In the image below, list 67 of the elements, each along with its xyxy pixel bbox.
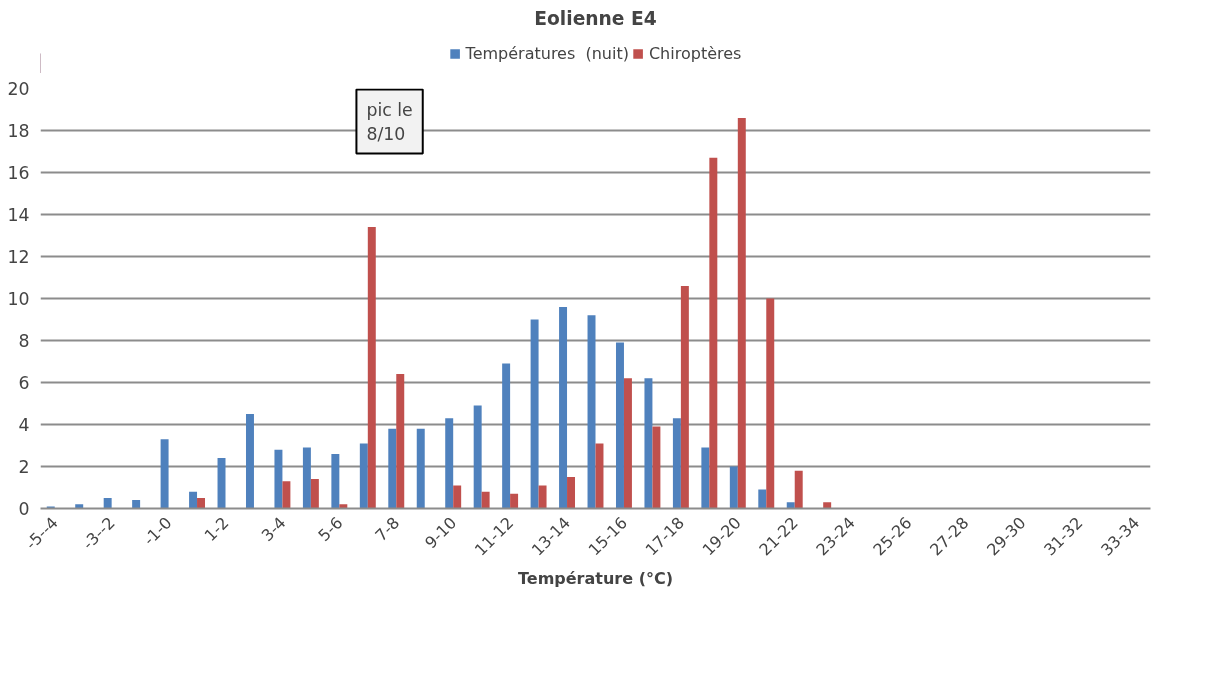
x-tick-label: -1-0: [139, 513, 176, 550]
bar: [160, 439, 169, 509]
bar: [339, 504, 348, 509]
chart-title: Eolienne E4: [534, 7, 657, 29]
x-axis-title: Température (°C): [517, 568, 674, 588]
bar: [473, 405, 482, 509]
annotation: pic le 8/10: [366, 99, 413, 144]
bar: [766, 298, 775, 509]
bar: [538, 485, 547, 509]
bar: [331, 453, 340, 509]
bar: [197, 498, 206, 509]
bar: [701, 447, 710, 509]
bar: [652, 426, 661, 509]
y-tick-label: 2: [18, 457, 30, 477]
y-tick-label: 18: [7, 121, 30, 141]
bar: [416, 428, 425, 509]
x-tick-label: 5-6: [314, 513, 347, 546]
bar: [189, 491, 198, 509]
bar: [453, 485, 462, 509]
x-tick-label: 3-4: [257, 513, 290, 546]
bar: [644, 378, 653, 509]
bar: [359, 443, 368, 509]
bar: [530, 319, 539, 509]
bar: [615, 342, 624, 509]
bar: [310, 479, 319, 509]
bar: [823, 502, 832, 509]
bar: [729, 466, 738, 509]
bar: [510, 493, 519, 509]
bar: [245, 414, 254, 509]
y-tick-label: 14: [7, 205, 30, 225]
bar: [737, 117, 746, 509]
bar: [567, 477, 576, 509]
bar: [672, 418, 681, 509]
bar: [786, 502, 795, 509]
bar: [481, 491, 490, 509]
bar: [302, 447, 311, 509]
y-tick-label: 4: [18, 415, 30, 435]
bar: [46, 506, 55, 509]
bar: [587, 315, 596, 509]
y-tick-label: 16: [7, 163, 30, 183]
bar: [396, 374, 405, 509]
legend-label: Températures (nuit): [465, 43, 629, 63]
x-tick-label: 7-8: [371, 513, 404, 546]
y-tick-label: 0: [18, 499, 30, 519]
bar: [367, 227, 376, 509]
y-tick-label: 20: [7, 79, 30, 99]
bar: [559, 306, 568, 509]
bar: [709, 157, 718, 509]
bar: [794, 470, 803, 509]
bar: [623, 378, 632, 509]
bar: [75, 504, 84, 509]
legend-label: Chiroptères: [648, 43, 742, 63]
y-tick-label: 8: [18, 331, 30, 351]
y-tick-label: 10: [7, 289, 30, 309]
y-tick-label: 6: [18, 373, 30, 393]
bar: [282, 481, 291, 509]
bar: [502, 363, 511, 509]
bar: [758, 489, 767, 509]
y-tick-label: 12: [7, 247, 30, 267]
bar: [680, 285, 689, 509]
x-tick-label: 1-2: [200, 513, 233, 546]
bar: [132, 500, 141, 509]
bar: [103, 498, 112, 509]
bar: [445, 418, 454, 509]
bar: [217, 458, 226, 509]
bar: [388, 428, 397, 509]
bar: [274, 449, 283, 509]
